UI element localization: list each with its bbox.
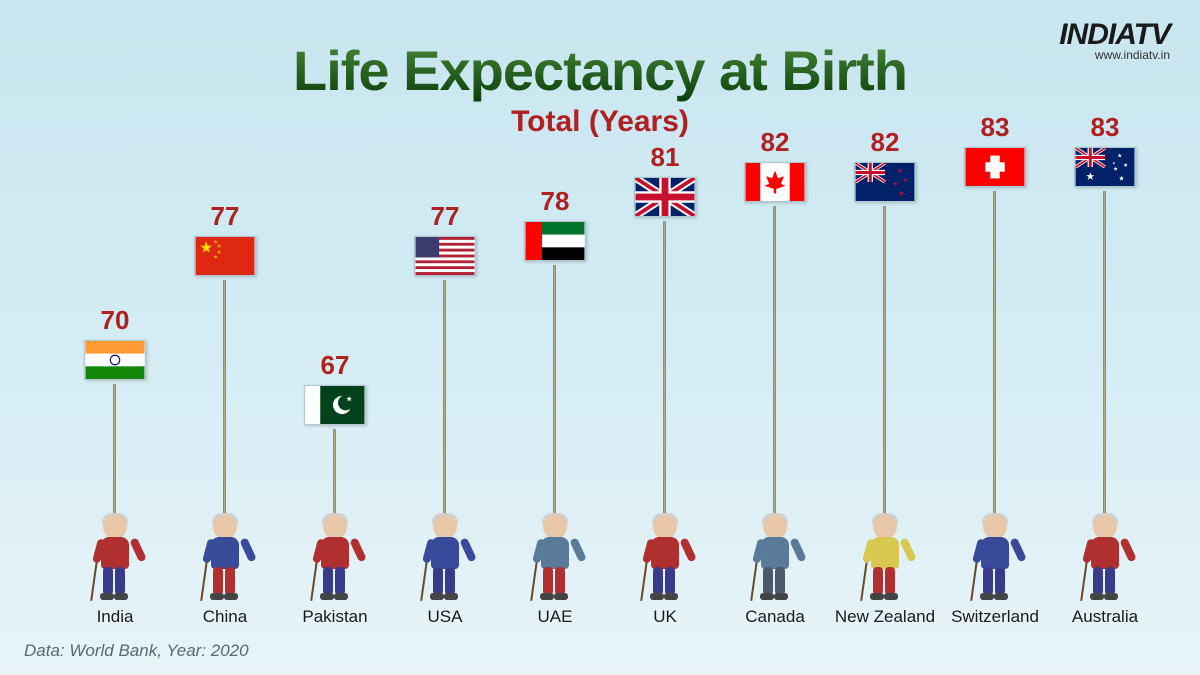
data-source: Data: World Bank, Year: 2020 [24, 641, 249, 661]
person-icon [750, 513, 800, 601]
person-icon [530, 513, 580, 601]
chart-item: 77 USA [390, 201, 500, 627]
value-label: 77 [211, 201, 240, 232]
person-icon [970, 513, 1020, 601]
flag-icon [964, 147, 1026, 187]
person-icon [90, 513, 140, 601]
logo-brand-text: INDIA [1059, 18, 1133, 51]
chart-item: 67 Pakistan [280, 350, 390, 627]
flag-icon [634, 177, 696, 217]
person-icon [860, 513, 910, 601]
value-label: 82 [761, 127, 790, 158]
flag-icon [1074, 147, 1136, 187]
value-label: 82 [871, 127, 900, 158]
country-label: India [97, 607, 134, 627]
flag-icon [524, 221, 586, 261]
flag-pole [883, 206, 886, 519]
value-label: 77 [431, 201, 460, 232]
flag-pole [553, 265, 556, 519]
country-label: UAE [538, 607, 573, 627]
country-label: Switzerland [951, 607, 1039, 627]
chart-item: 82 Canada [720, 127, 830, 627]
chart-item: 82 New Zealand [830, 127, 940, 627]
value-label: 67 [321, 350, 350, 381]
country-label: New Zealand [835, 607, 935, 627]
flag-pole [993, 191, 996, 519]
flag-icon [414, 236, 476, 276]
value-label: 81 [651, 142, 680, 173]
value-label: 83 [1091, 112, 1120, 143]
person-icon [310, 513, 360, 601]
flag-pole [1103, 191, 1106, 519]
person-icon [640, 513, 690, 601]
person-icon [1080, 513, 1130, 601]
value-label: 83 [981, 112, 1010, 143]
chart-item: 83 Australia [1050, 112, 1160, 627]
person-icon [200, 513, 250, 601]
logo-brand-suffix: TV [1134, 18, 1170, 51]
country-label: Canada [745, 607, 805, 627]
flag-icon [194, 236, 256, 276]
chart-item: 81 UK [610, 142, 720, 627]
country-label: UK [653, 607, 677, 627]
flag-pole [333, 429, 336, 519]
chart-item: 70 India [60, 305, 170, 627]
chart-item: 77 China [170, 201, 280, 627]
chart-item: 78 UAE [500, 186, 610, 627]
value-label: 78 [541, 186, 570, 217]
flag-pole [443, 280, 446, 519]
logo-block: INDIATV www.indiatv.in [1059, 18, 1170, 62]
flag-pole [223, 280, 226, 519]
flag-pole [663, 221, 666, 519]
flag-pole [773, 206, 776, 519]
value-label: 70 [101, 305, 130, 336]
country-label: Pakistan [302, 607, 367, 627]
person-icon [420, 513, 470, 601]
page-title: Life Expectancy at Birth [0, 38, 1200, 103]
flag-pole [113, 384, 116, 519]
flag-icon [304, 385, 366, 425]
flag-chart: 70 India77 China67 Pakistan77 [60, 147, 1160, 627]
country-label: China [203, 607, 247, 627]
country-label: USA [428, 607, 463, 627]
logo-brand: INDIATV [1059, 18, 1170, 52]
chart-item: 83 Switzerland [940, 112, 1050, 627]
country-label: Australia [1072, 607, 1138, 627]
flag-icon [854, 162, 916, 202]
flag-icon [84, 340, 146, 380]
flag-icon [744, 162, 806, 202]
